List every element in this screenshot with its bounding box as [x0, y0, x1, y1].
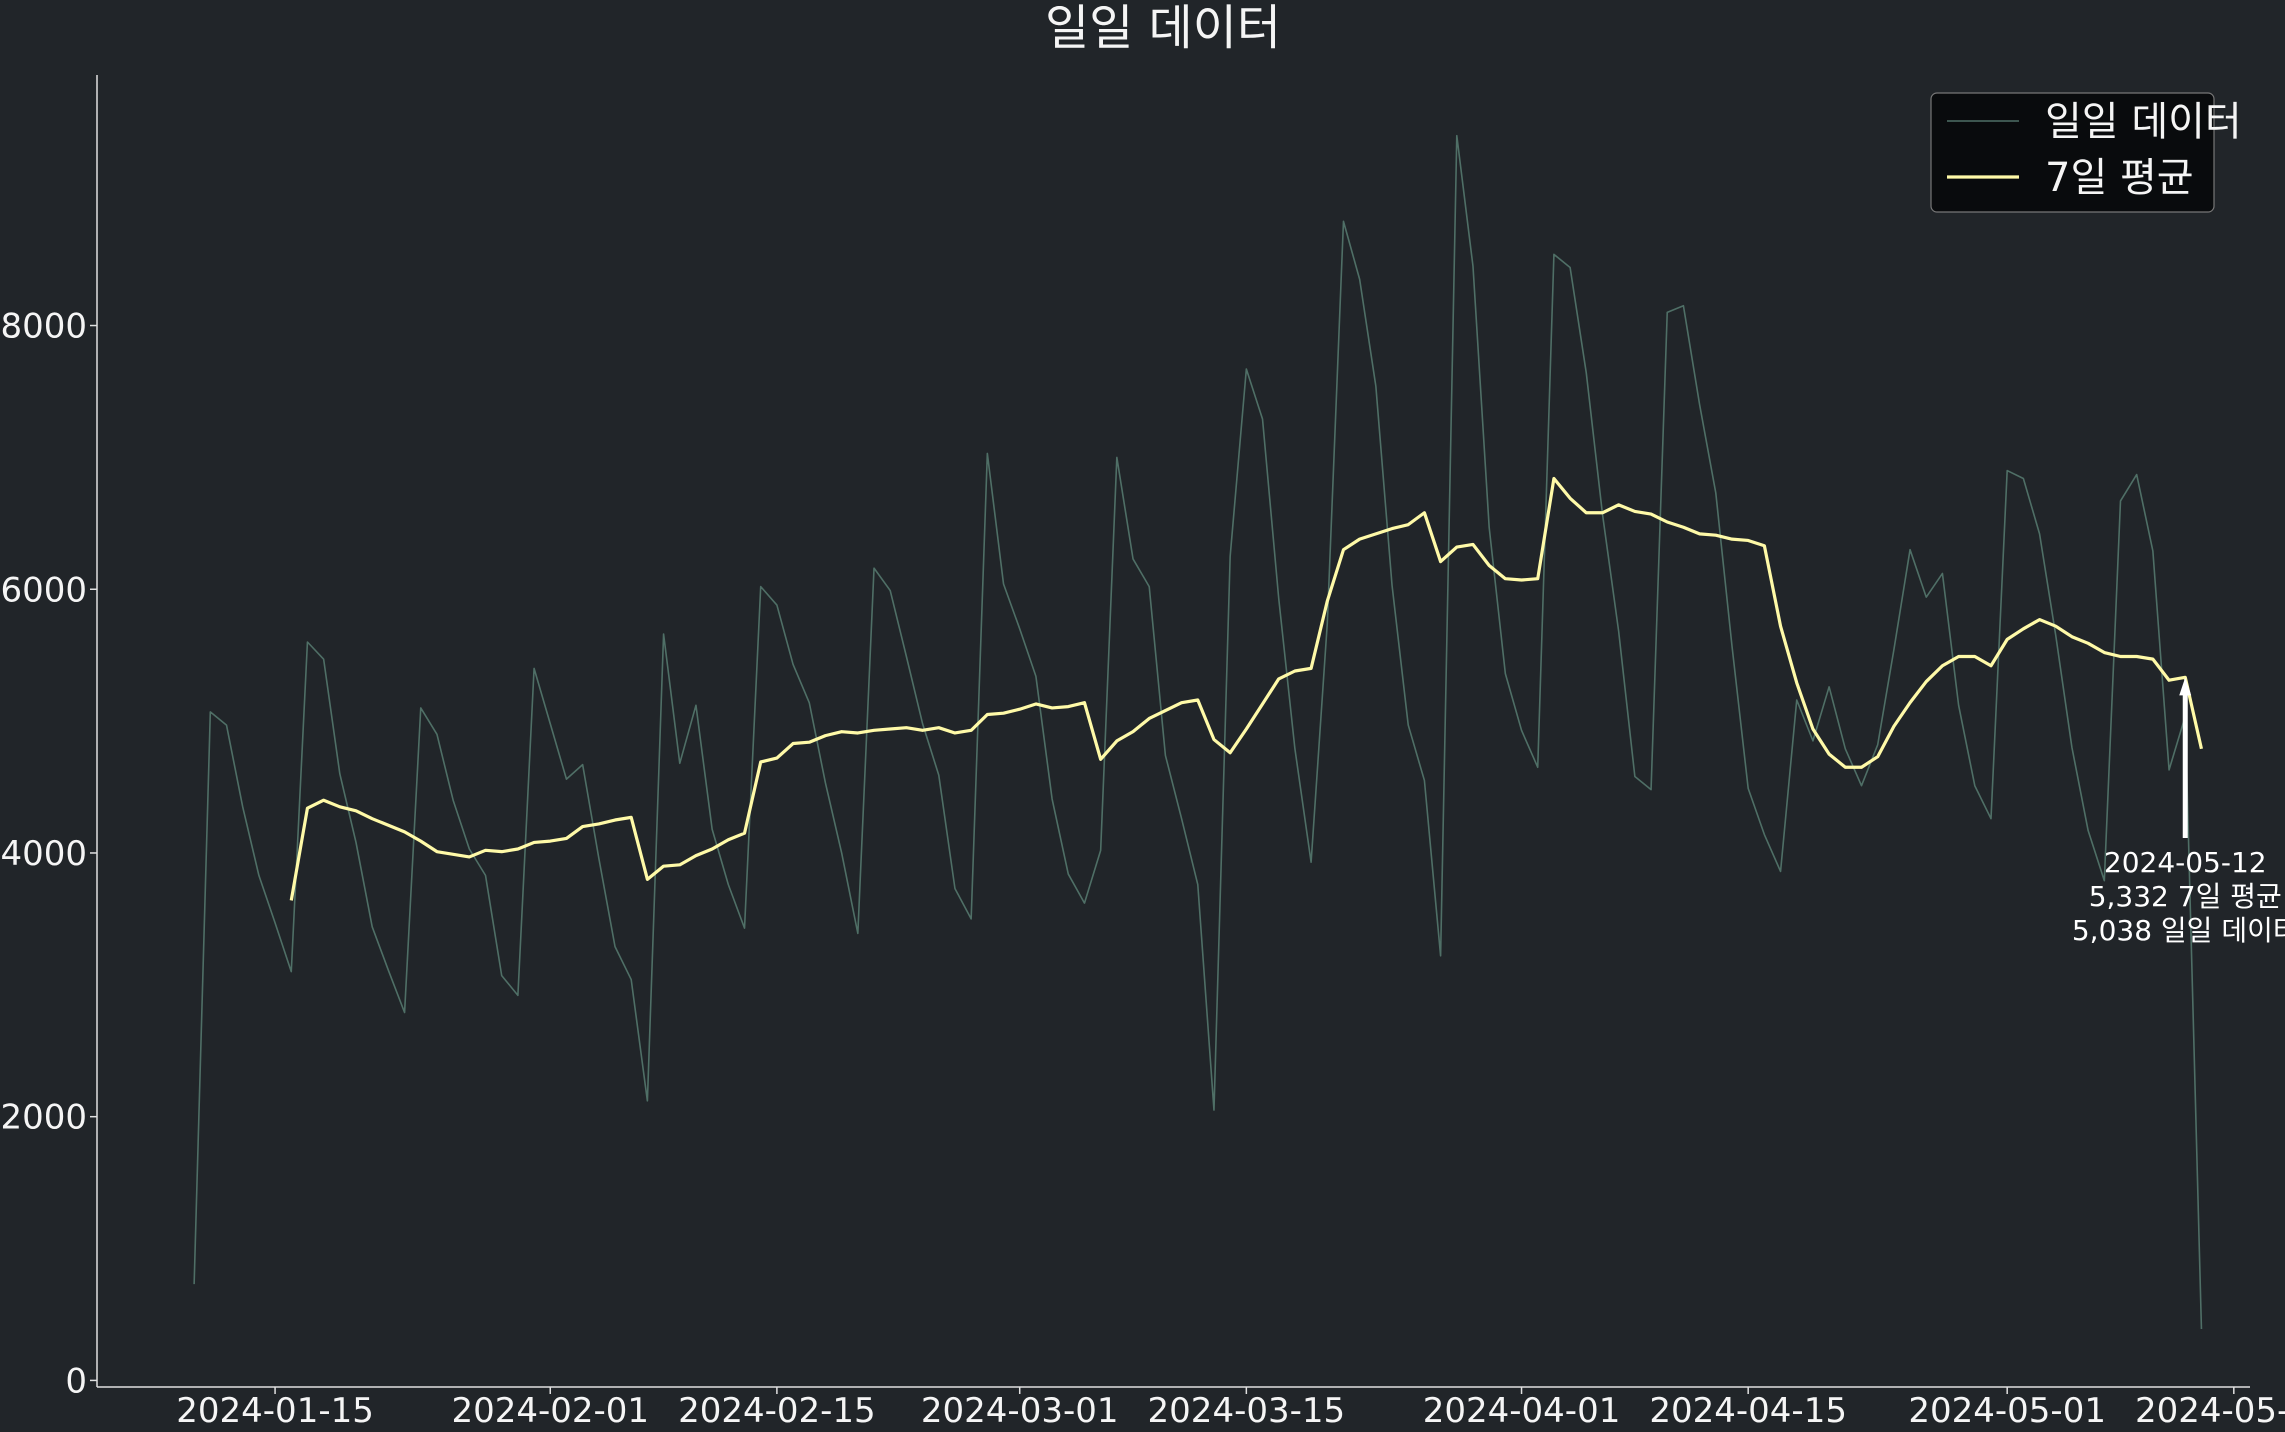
chart-title: 일일 데이터 — [1045, 0, 1281, 56]
y-tick-label: 4000 — [0, 834, 87, 874]
x-tick-label: 2024-02-01 — [451, 1391, 649, 1431]
series-line-rolling-avg — [289, 476, 2204, 901]
series-layer — [193, 134, 2204, 1330]
x-axis-ticks: 2024-01-15 2024-02-01 2024-02-15 2024-03-01… — [176, 1387, 2285, 1431]
y-tick-label: 0 — [65, 1361, 87, 1401]
x-tick-label: 2024-03-15 — [1148, 1391, 1346, 1431]
x-tick-label: 2024-05-01 — [1908, 1391, 2106, 1431]
annotation-text-line: 2024-05-12 — [2104, 846, 2267, 879]
legend: 일일 데이터 7일 평균 — [1930, 92, 2242, 213]
annotation: 2024-05-125,332 7일 평균5,038 일일 데이터 — [2072, 677, 2285, 947]
x-tick-label: 2024-05-15 — [2135, 1391, 2285, 1431]
y-tick-label: 2000 — [0, 1098, 87, 1138]
annotation-text-line: 5,332 7일 평균 — [2089, 880, 2282, 913]
annotation-arrow-head — [2179, 677, 2192, 696]
legend-label: 7일 평균 — [2045, 155, 2194, 201]
series-line-daily — [193, 134, 2203, 1330]
y-tick-label: 8000 — [0, 307, 87, 347]
x-tick-label: 2024-03-01 — [921, 1391, 1119, 1431]
x-tick-label: 2024-02-15 — [678, 1391, 876, 1431]
x-tick-label: 2024-01-15 — [176, 1391, 374, 1431]
annotation-text-line: 5,038 일일 데이터 — [2072, 914, 2285, 947]
x-tick-label: 2024-04-15 — [1649, 1391, 1847, 1431]
legend-label: 일일 데이터 — [2045, 99, 2242, 145]
x-tick-label: 2024-04-01 — [1423, 1391, 1621, 1431]
y-axis-ticks: 0 2000 4000 6000 8000 — [0, 307, 97, 1401]
y-tick-label: 6000 — [0, 570, 87, 610]
legend-box — [1930, 92, 2215, 213]
axes — [96, 75, 2250, 1388]
